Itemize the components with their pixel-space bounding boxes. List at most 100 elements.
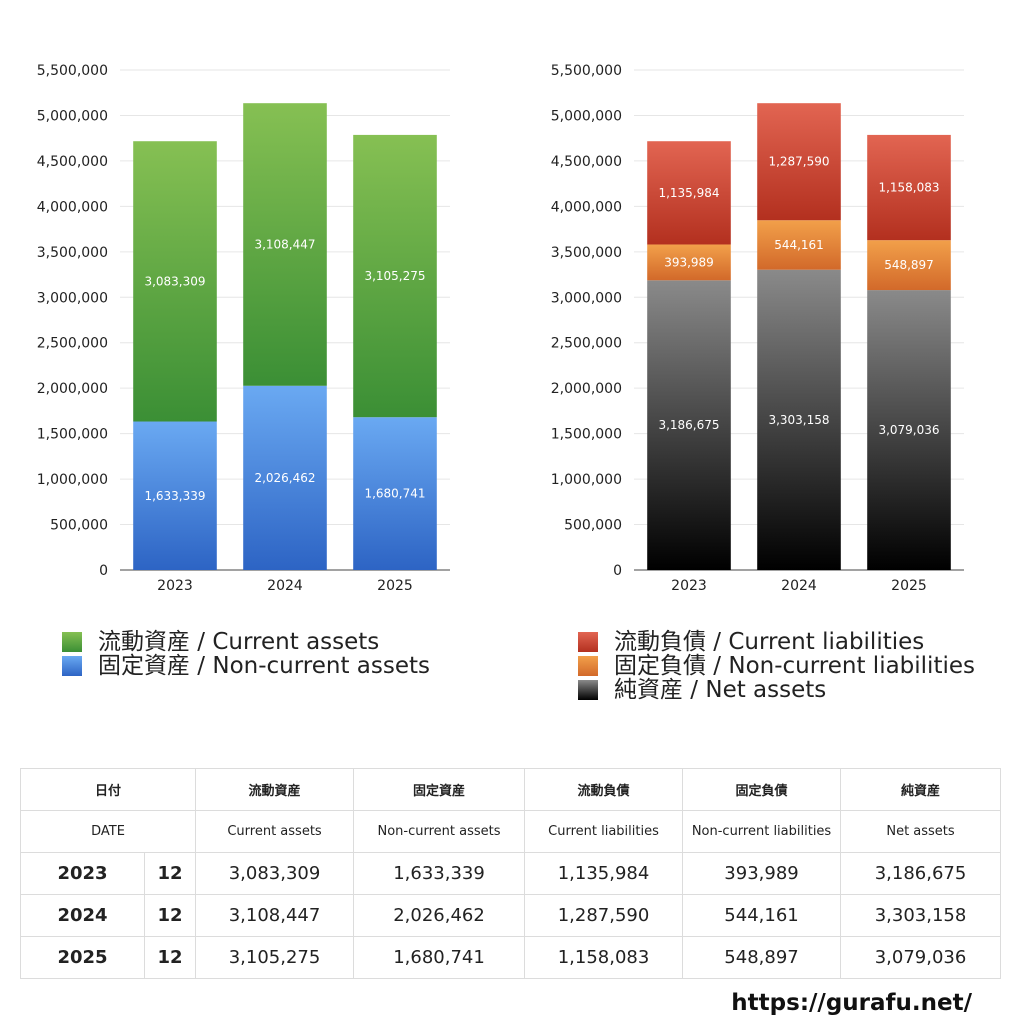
legend-liabilities: 流動負債 / Current liabilities 固定負債 / Non-cu… xyxy=(578,630,975,702)
header-nca-jp: 固定資産 xyxy=(353,768,526,811)
bar-segment-net_assets xyxy=(867,290,951,570)
y-tick-label: 2,500,000 xyxy=(37,336,108,352)
data-label: 1,680,741 xyxy=(364,487,425,501)
y-tick-label: 0 xyxy=(613,563,622,579)
bar-segment-non_current_liabilities xyxy=(757,220,841,270)
y-tick-label: 3,500,000 xyxy=(551,245,622,261)
legend-swatch-net-assets xyxy=(578,680,598,700)
y-tick-label: 0 xyxy=(99,563,108,579)
legend-label-net-assets: 純資産 / Net assets xyxy=(614,677,827,703)
legend-label-non-current-liabilities: 固定負債 / Non-current liabilities xyxy=(614,653,975,679)
bar-segment-net_assets xyxy=(647,280,731,570)
bar-segment-current_assets xyxy=(133,141,217,422)
legend-label-current-liabilities: 流動負債 / Current liabilities xyxy=(614,629,925,655)
cell-non-current-liabilities: 544,161 xyxy=(682,894,842,937)
data-label: 3,186,675 xyxy=(658,418,719,432)
cell-current-assets: 3,108,447 xyxy=(195,894,355,937)
x-tick-label: 2024 xyxy=(781,578,817,594)
legend-item-current-assets: 流動資産 / Current assets xyxy=(62,630,430,654)
header-cl-jp: 流動負債 xyxy=(524,768,684,811)
charts-canvas: 0 500,000 1,000,000 1,500,000 2,000,000 2,500… xyxy=(37,63,964,594)
cell-current-liabilities: 1,287,590 xyxy=(524,894,684,937)
y-tick-label: 1,500,000 xyxy=(37,427,108,443)
data-label: 3,105,275 xyxy=(364,269,425,283)
table-row: 2025 12 3,105,275 1,680,741 1,158,083 54… xyxy=(20,936,1002,979)
cell-year: 2024 xyxy=(20,894,145,937)
data-label: 1,158,083 xyxy=(878,181,939,195)
y-tick-label: 5,000,000 xyxy=(551,108,622,124)
table-header-row-en: DATE Current assets Non-current assets C… xyxy=(19,810,1002,853)
cell-non-current-liabilities: 548,897 xyxy=(682,936,842,979)
cell-current-assets: 3,105,275 xyxy=(195,936,355,979)
legend-assets: 流動資産 / Current assets 固定資産 / Non-current… xyxy=(62,630,430,678)
bar-segment-current_assets xyxy=(353,134,437,418)
y-tick-label: 3,500,000 xyxy=(37,245,108,261)
cell-net-assets: 3,079,036 xyxy=(840,936,1002,979)
bar-segment-current_liabilities xyxy=(757,103,841,221)
cell-month: 12 xyxy=(143,936,197,979)
x-tick-label: 2023 xyxy=(157,578,193,594)
y-tick-label: 5,500,000 xyxy=(37,63,108,79)
y-tick-label: 4,500,000 xyxy=(551,154,622,170)
header-date-jp: 日付 xyxy=(19,768,197,811)
source-url: https://gurafu.net/ xyxy=(731,990,972,1016)
header-date-en: DATE xyxy=(19,810,197,853)
assets-chart: 0 500,000 1,000,000 1,500,000 2,000,000 2,500… xyxy=(37,63,450,594)
data-label: 3,108,447 xyxy=(254,237,315,251)
bar-segment-current_assets xyxy=(243,103,327,386)
y-tick-label: 5,000,000 xyxy=(37,108,108,124)
legend-label-non-current-assets: 固定資産 / Non-current assets xyxy=(98,653,431,679)
header-ca-jp: 流動資産 xyxy=(195,768,355,811)
legend-item-non-current-liabilities: 固定負債 / Non-current liabilities xyxy=(578,654,975,678)
y-tick-label: 3,000,000 xyxy=(37,290,108,306)
header-na-jp: 純資産 xyxy=(840,768,1002,811)
cell-month: 12 xyxy=(143,894,197,937)
data-label: 1,135,984 xyxy=(658,186,719,200)
header-nca-en: Non-current assets xyxy=(353,810,526,853)
cell-net-assets: 3,303,158 xyxy=(840,894,1002,937)
y-tick-label: 4,000,000 xyxy=(37,199,108,215)
table-header-row-jp: 日付 流動資産 固定資産 流動負債 固定負債 純資産 xyxy=(19,768,1002,811)
cell-year: 2025 xyxy=(20,936,145,979)
cell-non-current-assets: 2,026,462 xyxy=(353,894,526,937)
bar-segment-net_assets xyxy=(757,269,841,570)
y-tick-label: 2,000,000 xyxy=(551,381,622,397)
header-na-en: Net assets xyxy=(840,810,1002,853)
y-tick-label: 4,500,000 xyxy=(37,154,108,170)
data-label: 3,083,309 xyxy=(144,274,205,288)
legend-swatch-non-current-assets xyxy=(62,656,82,676)
header-ca-en: Current assets xyxy=(195,810,355,853)
cell-net-assets: 3,186,675 xyxy=(840,852,1002,895)
y-tick-label: 1,000,000 xyxy=(37,472,108,488)
legend-item-non-current-assets: 固定資産 / Non-current assets xyxy=(62,654,430,678)
data-label: 3,303,158 xyxy=(768,413,829,427)
y-tick-label: 500,000 xyxy=(50,518,108,534)
data-label: 3,079,036 xyxy=(878,423,939,437)
data-label: 548,897 xyxy=(884,258,934,272)
legend-swatch-current-liabilities xyxy=(578,632,598,652)
bar-segment-current_liabilities xyxy=(867,134,951,241)
cell-year: 2023 xyxy=(20,852,145,895)
cell-non-current-assets: 1,680,741 xyxy=(353,936,526,979)
cell-non-current-liabilities: 393,989 xyxy=(682,852,842,895)
y-tick-label: 2,500,000 xyxy=(551,336,622,352)
cell-current-liabilities: 1,135,984 xyxy=(524,852,684,895)
x-tick-label: 2025 xyxy=(891,578,927,594)
x-tick-label: 2024 xyxy=(267,578,303,594)
data-label: 1,287,590 xyxy=(768,155,829,169)
y-tick-label: 3,000,000 xyxy=(551,290,622,306)
data-label: 2,026,462 xyxy=(254,471,315,485)
bar-segment-non_current_assets xyxy=(243,385,327,570)
legend-item-current-liabilities: 流動負債 / Current liabilities xyxy=(578,630,975,654)
header-ncl-en: Non-current liabilities xyxy=(682,810,842,853)
bar-segment-non_current_liabilities xyxy=(867,240,951,291)
x-tick-label: 2025 xyxy=(377,578,413,594)
legend-label-current-assets: 流動資産 / Current assets xyxy=(98,629,380,655)
table-row: 2023 12 3,083,309 1,633,339 1,135,984 39… xyxy=(20,852,1002,895)
y-tick-label: 2,000,000 xyxy=(37,381,108,397)
bar-segment-non_current_liabilities xyxy=(647,244,731,281)
bar-segment-non_current_assets xyxy=(353,417,437,570)
table-row: 2024 12 3,108,447 2,026,462 1,287,590 54… xyxy=(20,894,1002,937)
data-label: 393,989 xyxy=(664,255,714,269)
legend-item-net-assets: 純資産 / Net assets xyxy=(578,678,975,702)
